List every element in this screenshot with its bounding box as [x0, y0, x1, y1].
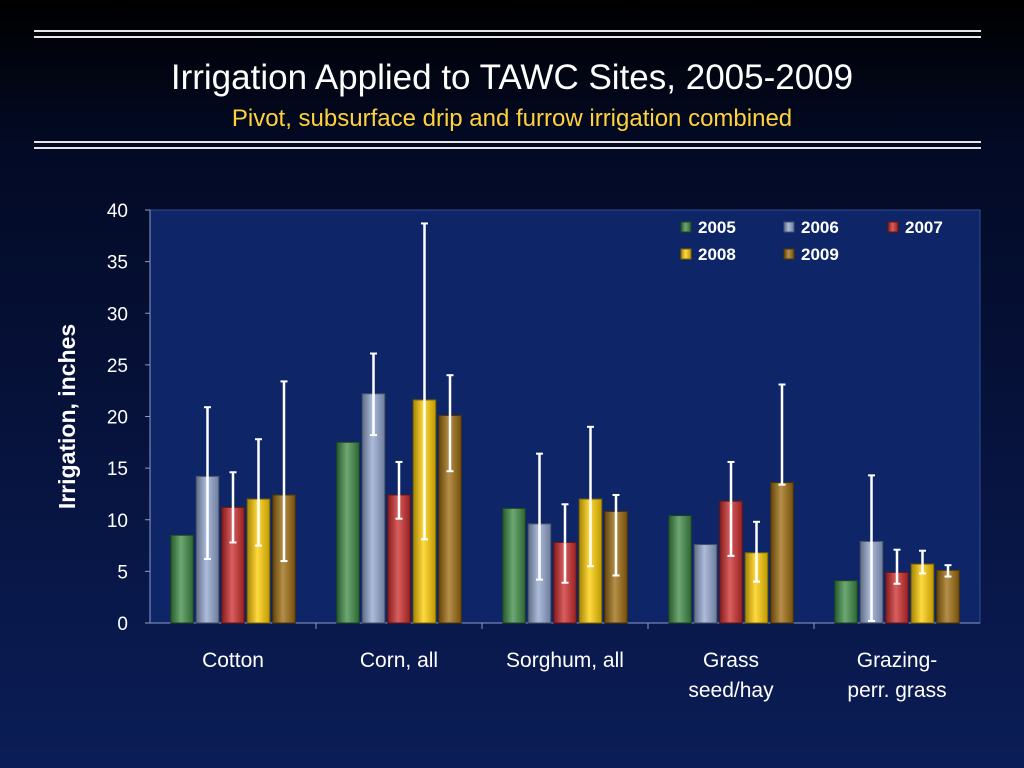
y-tick-label: 5: [117, 562, 128, 583]
y-tick-label: 30: [107, 304, 128, 325]
x-category-label: Grass: [703, 649, 759, 672]
legend-swatch-2005: [680, 221, 692, 233]
legend-swatch-2009: [783, 248, 795, 260]
x-category-label: Grazing-: [857, 649, 938, 672]
y-tick-label: 15: [107, 459, 128, 480]
legend-label-2005: 2005: [698, 218, 736, 237]
bar: [693, 544, 718, 624]
x-category-label: Corn, all: [360, 649, 438, 672]
y-tick-label: 10: [107, 511, 128, 532]
y-tick-label: 0: [117, 614, 128, 635]
bottom-rule-2: [34, 147, 981, 149]
x-category-label: seed/hay: [688, 679, 774, 702]
legend-label-2007: 2007: [905, 218, 943, 237]
bar: [170, 534, 194, 624]
bar: [668, 515, 692, 624]
legend-label-2008: 2008: [698, 245, 736, 264]
x-category-label: Sorghum, all: [506, 649, 624, 672]
top-rule-2: [34, 36, 981, 38]
bar: [336, 441, 360, 624]
bottom-rule-1: [34, 141, 981, 143]
bar: [936, 569, 960, 624]
bar: [770, 482, 794, 624]
top-rule-1: [34, 30, 981, 32]
slide-subtitle: Pivot, subsurface drip and furrow irriga…: [231, 105, 793, 132]
y-tick-label: 40: [107, 201, 128, 222]
y-axis-title: Irrigation, inches: [54, 324, 80, 509]
legend-swatch-2008: [680, 248, 692, 260]
legend-swatch-2007: [887, 221, 899, 233]
bar: [502, 507, 526, 624]
x-category-label: Cotton: [202, 649, 264, 672]
legend-label-2009: 2009: [801, 245, 839, 264]
y-tick-label: 35: [107, 253, 128, 274]
y-tick-label: 20: [107, 408, 128, 429]
bar: [834, 580, 858, 624]
slide-title: Irrigation Applied to TAWC Sites, 2005-2…: [170, 58, 854, 97]
y-tick-label: 25: [107, 356, 128, 377]
x-category-label: perr. grass: [847, 679, 946, 702]
legend-swatch-2006: [783, 221, 795, 233]
legend-label-2006: 2006: [801, 218, 839, 237]
